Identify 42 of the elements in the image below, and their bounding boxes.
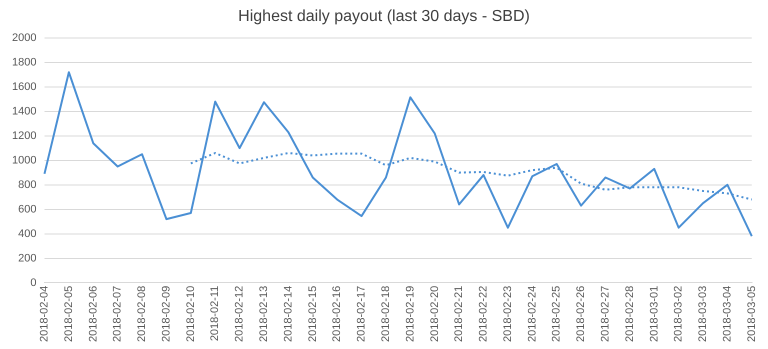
x-tick-label: 2018-02-13 [258,286,270,342]
y-tick-label: 1600 [12,80,36,93]
y-tick-label: 0 [30,276,36,289]
x-tick-label: 2018-03-02 [672,286,685,342]
x-tick-label: 2018-03-03 [697,286,710,342]
x-tick-label: 2018-02-09 [160,286,172,342]
x-tick-label: 2018-02-22 [478,286,490,342]
x-tick-label: 2018-02-11 [209,286,222,342]
x-tick-label: 2018-02-21 [453,286,466,342]
x-tick-label: 2018-03-04 [721,286,734,342]
x-tick-label: 2018-02-17 [356,286,368,342]
x-tick-label: 2018-02-06 [87,286,100,342]
x-tick-label: 2018-02-04 [38,286,50,342]
y-tick-label: 1800 [12,56,36,69]
x-tick-label: 2018-03-05 [746,286,758,342]
x-tick-label: 2018-02-05 [62,286,75,342]
x-tick-label: 2018-02-08 [136,286,148,342]
y-tick-label: 200 [18,252,36,264]
x-tick-label: 2018-02-20 [428,286,441,342]
x-tick-label: 2018-02-16 [331,286,344,342]
y-tick-label: 800 [18,178,36,191]
y-tick-label: 1000 [12,154,36,166]
x-tick-label: 2018-02-27 [599,286,612,342]
x-tick-label: 2018-02-23 [502,286,514,342]
x-tick-label: 2018-02-28 [624,286,636,342]
x-tick-label: 2018-02-14 [282,286,294,342]
x-tick-label: 2018-02-12 [234,286,246,342]
x-tick-label: 2018-02-07 [112,286,124,342]
y-tick-label: 2000 [12,32,36,44]
x-tick-label: 2018-02-24 [526,286,538,342]
x-tick-label: 2018-02-18 [380,286,392,342]
y-tick-label: 600 [18,203,36,216]
y-tick-label: 1400 [12,105,36,118]
x-tick-label: 2018-02-19 [404,286,416,342]
y-tick-label: 1200 [12,130,36,142]
x-tick-label: 2018-03-01 [648,286,660,342]
x-tick-label: 2018-02-10 [184,286,197,342]
y-tick-label: 400 [18,228,36,240]
x-tick-label: 2018-02-15 [306,286,319,342]
x-tick-label: 2018-02-26 [575,286,588,342]
chart-title: Highest daily payout (last 30 days - SBD) [237,8,531,26]
x-tick-label: 2018-02-25 [550,286,563,342]
